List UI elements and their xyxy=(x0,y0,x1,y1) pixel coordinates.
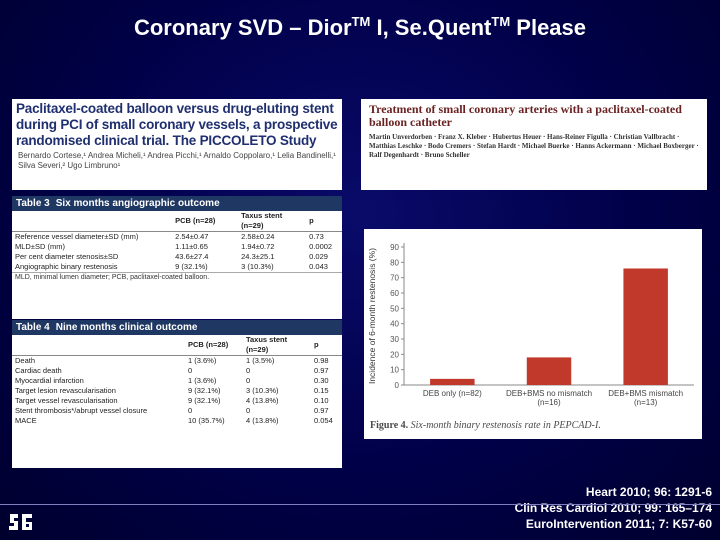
x-category-label: DEB+BMS mismatch xyxy=(608,389,683,398)
pepcad-header-panel: Treatment of small coronary arteries wit… xyxy=(361,99,707,190)
slide-title: Coronary SVD – DiorTM I, Se.QuentTM Plea… xyxy=(0,14,720,41)
table3-col-0 xyxy=(12,211,173,232)
table3-header: Table 3 Six months angiographic outcome xyxy=(12,196,342,211)
x-category-label: DEB+BMS no mismatch xyxy=(506,389,592,398)
citation-2: Clin Res Cardiol 2010; 99: 165–174 xyxy=(514,501,712,515)
chart-bar xyxy=(526,357,572,385)
table4-number: Table 4 xyxy=(16,322,50,333)
table4-col-3: p xyxy=(310,335,342,356)
table4: PCB (n=28) Taxus stent (n=29) p Death 1 (… xyxy=(12,335,342,426)
title-mid: I, Se.Quent xyxy=(370,15,492,40)
table-row: Myocardial infarction 1 (3.6%) 0 0.30 xyxy=(15,376,329,385)
table-row: Death 1 (3.6%) 1 (3.5%) 0.98 xyxy=(15,356,329,365)
table3-col-2: Taxus stent (n=29) xyxy=(238,211,307,232)
chart-bar xyxy=(623,268,668,385)
table-row: Stent thrombosis*/abrupt vessel closure 0… xyxy=(15,406,329,415)
chart-bar xyxy=(430,378,475,385)
table-row: Target lesion revascularisation 9 (32.1%)… xyxy=(15,386,329,395)
table3-col-3: p xyxy=(306,211,342,232)
table4-col-1: PCB (n=28) xyxy=(184,335,243,356)
restenosis-chart-panel: 0 10 20 30 40 50 60 70 80 90 DEB only (n=82) DEB+B… xyxy=(364,229,702,439)
table-row: Reference vessel diameter±SD (mm) 2.54±0.… xyxy=(15,232,324,241)
y-tick-label: 50 xyxy=(390,304,399,313)
table3-title: Six months angiographic outcome xyxy=(55,198,220,209)
table-row: Target vessel revascularisation 9 (32.1%)… xyxy=(15,396,329,405)
y-tick-label: 90 xyxy=(390,243,399,252)
table3-footnote: MLD, minimal lumen diameter; PCB, paclit… xyxy=(12,272,342,282)
chart-ylabel: Incidence of 6-month restenosis (%) xyxy=(367,247,377,385)
pepcad-authors: Martin Unverdorben · Franz X. Kleber · H… xyxy=(369,133,699,159)
title-tm-1: TM xyxy=(351,14,371,29)
table-row: Angiographic binary restenosis 9 (32.1%) 3… xyxy=(15,262,328,271)
table3-panel: Table 3 Six months angiographic outcome P… xyxy=(12,196,342,319)
table4-header: Table 4 Nine months clinical outcome xyxy=(12,320,342,335)
table4-col-2: Taxus stent (n=29) xyxy=(242,335,311,356)
y-tick-label: 70 xyxy=(390,274,399,283)
x-category-label: (n=13) xyxy=(634,398,658,407)
y-tick-label: 20 xyxy=(390,350,399,359)
citation-1: Heart 2010; 96: 1291-6 xyxy=(585,485,712,499)
title-main: Coronary SVD – Dior xyxy=(133,15,352,40)
citation-3: EuroIntervention 2011; 7: K57-60 xyxy=(525,517,712,531)
y-tick-label: 0 xyxy=(395,381,400,390)
title-tm-2: TM xyxy=(491,14,511,29)
x-category-label: DEB only (n=82) xyxy=(423,389,482,398)
y-tick-label: 30 xyxy=(390,335,399,344)
title-end: Please xyxy=(510,15,587,40)
pepcad-title: Treatment of small coronary arteries wit… xyxy=(369,102,682,129)
table-row: MACE 10 (35.7%) 4 (13.8%) 0.054 xyxy=(15,416,333,425)
piccoleto-title: Paclitaxel-coated balloon versus drug-el… xyxy=(16,101,338,148)
piccoleto-header-panel: Paclitaxel-coated balloon versus drug-el… xyxy=(12,99,342,190)
y-tick-label: 10 xyxy=(390,366,399,375)
caption-text: Six-month binary restenosis rate in PEPC… xyxy=(410,420,601,431)
table3-col-1: PCB (n=28) xyxy=(172,211,239,232)
table-row: Cardiac death 0 0 0.97 xyxy=(15,366,329,375)
y-tick-label: 40 xyxy=(390,320,399,329)
table-row: Per cent diameter stenosis±SD 43.6±27.4 24… xyxy=(15,252,328,261)
x-category-label: (n=16) xyxy=(537,398,561,407)
society-logo-icon xyxy=(9,514,32,530)
table3-number: Table 3 xyxy=(16,198,50,209)
caption-prefix: Figure 4. xyxy=(370,420,409,431)
y-tick-label: 80 xyxy=(390,258,399,267)
table4-panel: Table 4 Nine months clinical outcome PCB … xyxy=(12,320,342,468)
footer-divider xyxy=(0,504,720,505)
table-row: MLD±SD (mm) 1.11±0.65 1.94±0.72 0.0002 xyxy=(15,242,333,251)
piccoleto-authors: Bernardo Cortese,¹ Andrea Micheli,¹ Andr… xyxy=(18,151,336,170)
table4-title: Nine months clinical outcome xyxy=(55,322,198,333)
table4-col-0 xyxy=(12,335,185,356)
restenosis-bar-chart: 0 10 20 30 40 50 60 70 80 90 DEB only (n=82) DEB+B… xyxy=(390,243,694,407)
chart-caption: Figure 4. Six-month binary restenosis ra… xyxy=(370,420,601,431)
citations: Heart 2010; 96: 1291-6 Clin Res Cardiol … xyxy=(515,484,712,532)
table3: PCB (n=28) Taxus stent (n=29) p Referenc… xyxy=(12,211,342,272)
y-tick-label: 60 xyxy=(390,289,399,298)
